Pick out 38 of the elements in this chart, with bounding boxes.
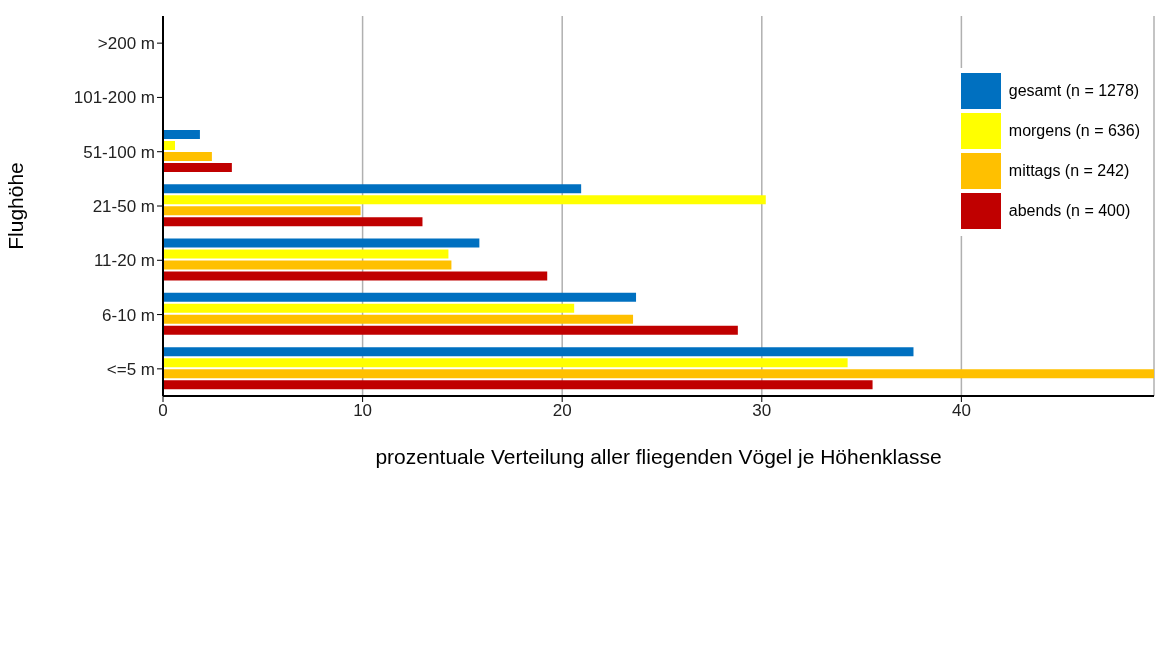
y-tick-label: 21-50 m (92, 197, 155, 217)
bar (163, 163, 232, 172)
bar (163, 271, 548, 281)
x-axis-title: prozentuale Verteilung aller fliegenden Vögel je Höhenklasse (375, 445, 942, 468)
bar (163, 303, 575, 313)
bar (163, 260, 452, 270)
legend-label: gesamt (n = 1278) (1008, 82, 1140, 100)
bar (163, 238, 480, 248)
x-tick-label: 0 (158, 401, 168, 421)
y-tick-label: 11-20 m (93, 251, 155, 271)
y-tick-label: 101-200 m (73, 88, 155, 108)
y-tick-label: 51-100 m (83, 142, 155, 162)
bar (163, 369, 1154, 379)
y-tick-label: >200 m (97, 34, 155, 54)
y-axis-title: Flughöhe (4, 162, 28, 250)
bar (163, 325, 738, 335)
bar (163, 152, 212, 161)
bar (163, 358, 848, 368)
bar (163, 292, 637, 302)
x-tick-label: 10 (353, 401, 373, 421)
bar (163, 249, 449, 259)
y-tick-label: <=5 m (106, 359, 155, 379)
bar (163, 141, 175, 150)
bar (163, 184, 582, 194)
x-tick-label: 20 (552, 401, 572, 421)
bar (163, 206, 361, 216)
bar (163, 347, 914, 357)
legend-label: morgens (n = 636) (1008, 122, 1140, 140)
bar (163, 217, 423, 227)
bar (163, 195, 766, 205)
bar (163, 380, 873, 390)
bar (163, 130, 200, 139)
legend-label: abends (n = 400) (1008, 202, 1131, 220)
x-tick-label: 40 (951, 401, 971, 421)
y-tick-label: 6-10 m (102, 305, 155, 325)
bar (163, 314, 634, 324)
legend-label: mittags (n = 242) (1008, 162, 1130, 180)
x-tick-label: 30 (752, 401, 772, 421)
